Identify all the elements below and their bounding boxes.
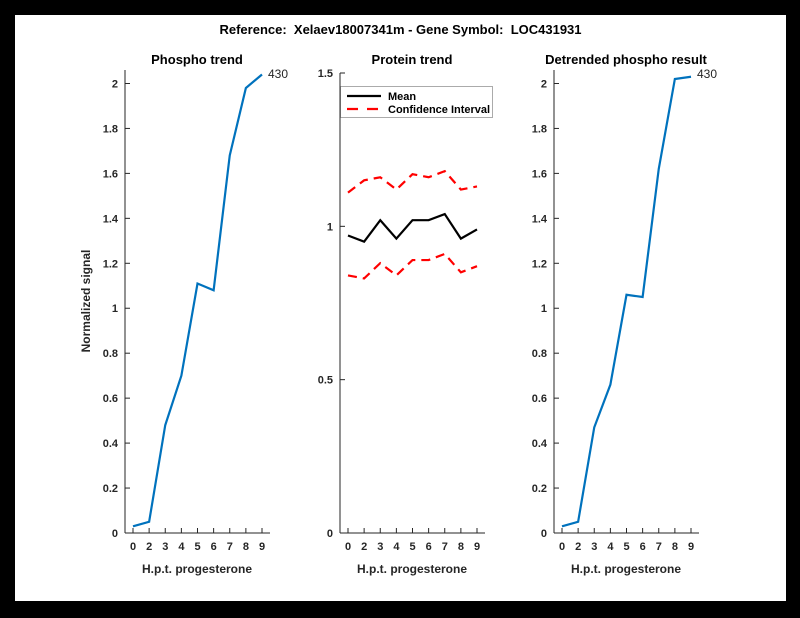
y-tick-label: 0.6 [103, 393, 118, 405]
x-tick-label: 7 [442, 541, 448, 553]
x-tick-label: 5 [194, 541, 200, 553]
y-tick-label: 1.4 [532, 213, 548, 225]
x-tick-label: 6 [211, 541, 217, 553]
x-tick-label: 3 [377, 541, 383, 553]
x-tick-label: 9 [474, 541, 480, 553]
legend: Mean Confidence Interval [340, 86, 493, 118]
y-tick-label: 0 [327, 528, 333, 540]
legend-box [340, 86, 493, 118]
legend-mean-label: Mean [388, 91, 416, 103]
series-line-confidence-interval-lower [347, 252, 478, 280]
x-tick-label: 7 [656, 541, 662, 553]
y-tick-label: 1.4 [103, 213, 119, 225]
subplot-phospho-trend: Phospho trend H.p.t. progesterone Normal… [79, 52, 288, 576]
x-tick-label: 8 [458, 541, 464, 553]
y-tick-label: 0.4 [103, 438, 119, 450]
y-tick-label: 1 [327, 221, 333, 233]
y-tick-label: 1.2 [532, 258, 547, 270]
subplot-protein-xlabel: H.p.t. progesterone [357, 562, 467, 576]
subplot-detrended-xlabel: H.p.t. progesterone [571, 562, 681, 576]
x-tick-label: 2 [146, 541, 152, 553]
x-tick-label: 0 [130, 541, 136, 553]
x-tick-label: 5 [409, 541, 415, 553]
x-tick-label: 5 [623, 541, 629, 553]
y-tick-label: 2 [112, 78, 118, 90]
y-tick-label: 0.6 [532, 393, 547, 405]
y-tick-label: 0 [541, 528, 547, 540]
subplot-protein-trend: Protein trend H.p.t. progesterone Mean C… [318, 52, 493, 576]
y-tick-label: 0.8 [103, 348, 118, 360]
y-tick-label: 2 [541, 78, 547, 90]
y-tick-label: 0.2 [532, 483, 547, 495]
x-tick-label: 2 [361, 541, 367, 553]
x-tick-label: 9 [259, 541, 265, 553]
x-tick-label: 8 [672, 541, 678, 553]
y-tick-label: 0.8 [532, 348, 547, 360]
figure-title: Reference: Xelaev18007341m - Gene Symbol… [219, 22, 582, 37]
x-tick-label: 6 [426, 541, 432, 553]
x-tick-label: 0 [559, 541, 565, 553]
y-tick-label: 1.6 [532, 168, 547, 180]
x-tick-label: 3 [162, 541, 168, 553]
y-tick-label: 1.5 [318, 68, 333, 80]
subplot-protein-title: Protein trend [372, 52, 453, 67]
subplot-phospho-ylabel: Normalized signal [79, 250, 93, 353]
subplot-phospho-xlabel: H.p.t. progesterone [142, 562, 252, 576]
y-tick-label: 0 [112, 528, 118, 540]
x-tick-label: 4 [607, 541, 614, 553]
x-tick-label: 0 [345, 541, 351, 553]
subplot-detrended-title: Detrended phospho result [545, 52, 707, 67]
series-line-mean [347, 212, 478, 243]
y-tick-label: 0.4 [532, 438, 548, 450]
y-tick-label: 1.8 [103, 123, 118, 135]
y-tick-label: 1 [112, 303, 118, 315]
series-line-detrended-phospho-signal [561, 75, 692, 528]
y-tick-label: 1.2 [103, 258, 118, 270]
legend-ci-label: Confidence Interval [388, 104, 490, 116]
subplot-phospho-title: Phospho trend [151, 52, 243, 67]
series-line-confidence-interval-upper [347, 169, 478, 194]
y-tick-label: 1 [541, 303, 547, 315]
series-end-label-430: 430 [697, 67, 717, 81]
series-line-phospho-signal [132, 73, 263, 528]
x-tick-label: 9 [688, 541, 694, 553]
y-tick-label: 0.5 [318, 375, 333, 387]
x-tick-label: 4 [393, 541, 400, 553]
x-tick-label: 3 [591, 541, 597, 553]
x-tick-label: 2 [575, 541, 581, 553]
subplot-detrended-phospho: Detrended phospho result H.p.t. progeste… [532, 52, 718, 576]
x-tick-label: 8 [243, 541, 249, 553]
series-end-label-430: 430 [268, 67, 288, 81]
y-tick-label: 1.6 [103, 168, 118, 180]
y-tick-label: 0.2 [103, 483, 118, 495]
x-tick-label: 7 [227, 541, 233, 553]
x-tick-label: 6 [640, 541, 646, 553]
x-tick-label: 4 [178, 541, 185, 553]
y-tick-label: 1.8 [532, 123, 547, 135]
